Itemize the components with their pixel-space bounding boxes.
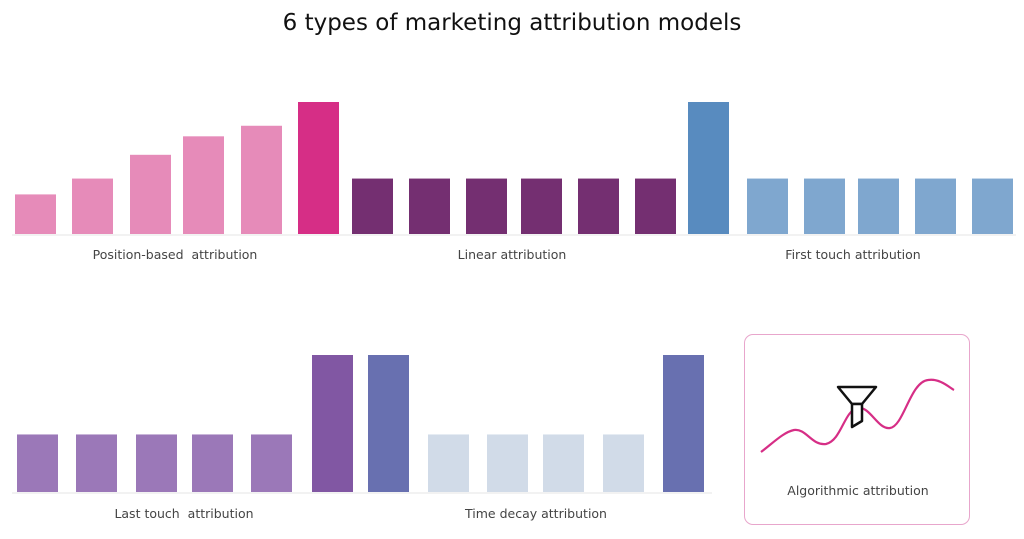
first-touch-bar-2 bbox=[747, 178, 788, 234]
first-touch-bar-1 bbox=[688, 102, 729, 234]
last-touch-bar-5 bbox=[251, 434, 292, 492]
linear-bar-6 bbox=[635, 178, 676, 234]
algorithmic-graphic bbox=[760, 378, 955, 453]
linear-label: Linear attribution bbox=[457, 247, 567, 262]
first-touch-bar-3 bbox=[804, 178, 845, 234]
linear-bar-5 bbox=[578, 178, 619, 234]
funnel-icon bbox=[836, 385, 878, 429]
time-decay-bar-6 bbox=[663, 355, 704, 492]
last-touch-bar-6 bbox=[312, 355, 353, 492]
position-based-bar-6 bbox=[298, 102, 339, 234]
time-decay-bar-5 bbox=[603, 434, 644, 492]
position-based-bar-4 bbox=[183, 136, 224, 234]
position-based-label: Position-based attribution bbox=[92, 247, 258, 262]
last-touch-bar-1 bbox=[17, 434, 58, 492]
linear-bar-4 bbox=[521, 178, 562, 234]
diagram-title: 6 types of marketing attribution models bbox=[282, 10, 742, 36]
time-decay-bar-3 bbox=[487, 434, 528, 492]
first-touch-bar-4 bbox=[858, 178, 899, 234]
position-based-bar-3 bbox=[130, 154, 171, 234]
position-based-bar-1 bbox=[15, 194, 56, 234]
last-touch-label: Last touch attribution bbox=[114, 506, 254, 521]
first-touch-bar-6 bbox=[972, 178, 1013, 234]
last-touch-bar-4 bbox=[192, 434, 233, 492]
time-decay-bar-1 bbox=[368, 355, 409, 492]
algorithmic-attribution-card: Algorithmic attribution bbox=[744, 334, 970, 525]
last-touch-bar-2 bbox=[76, 434, 117, 492]
algorithmic-label: Algorithmic attribution bbox=[787, 483, 929, 498]
linear-bar-2 bbox=[409, 178, 450, 234]
time-decay-bar-2 bbox=[428, 434, 469, 492]
first-touch-bar-5 bbox=[915, 178, 956, 234]
position-based-bar-5 bbox=[241, 125, 282, 234]
first-touch-label: First touch attribution bbox=[785, 247, 921, 262]
time-decay-label: Time decay attribution bbox=[465, 506, 607, 521]
last-touch-bar-3 bbox=[136, 434, 177, 492]
position-based-bar-2 bbox=[72, 178, 113, 234]
time-decay-bar-4 bbox=[543, 434, 584, 492]
linear-bar-3 bbox=[466, 178, 507, 234]
linear-bar-1 bbox=[352, 178, 393, 234]
